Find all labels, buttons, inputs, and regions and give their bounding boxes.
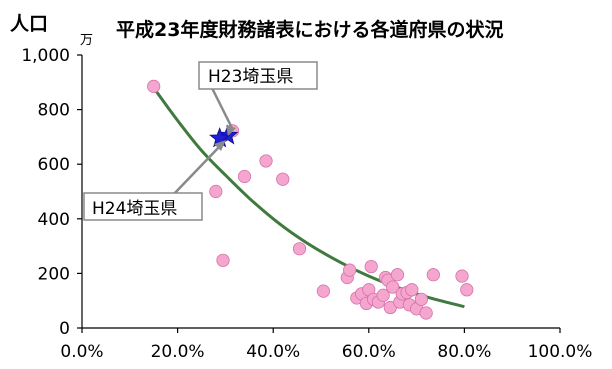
data-point	[147, 79, 161, 93]
y-tick-labels: 0 200 400 600 800 1,000	[21, 46, 70, 339]
data-point	[455, 269, 469, 283]
data-point	[316, 284, 330, 298]
data-point	[364, 259, 378, 274]
data-point	[390, 268, 405, 282]
y-tick-label: 600	[38, 155, 70, 175]
callout-h23-label: H23埼玉県	[208, 67, 293, 87]
callout-h24: H24埼玉県	[83, 140, 226, 221]
callout-h23-leader	[210, 87, 234, 129]
data-point	[376, 288, 390, 302]
callout-h24-label: H24埼玉県	[92, 199, 177, 219]
x-tick-label: 80.0%	[437, 342, 491, 362]
data-point	[414, 292, 428, 306]
x-tick-label: 20.0%	[151, 342, 205, 362]
callout-h23: H23埼玉県	[198, 61, 318, 136]
axes	[77, 54, 561, 333]
callout-h23-box	[198, 61, 318, 90]
y-tick-label: 0	[59, 319, 70, 339]
callout-h24-leader	[171, 145, 221, 197]
data-point	[237, 169, 252, 184]
x-tick-label: 100.0%	[528, 342, 593, 362]
callout-h24-arrowhead	[214, 140, 226, 151]
data-point	[426, 268, 440, 282]
data-point	[343, 263, 357, 277]
y-tick-label: 800	[38, 101, 70, 121]
data-points	[147, 79, 474, 320]
x-tick-label: 0.0%	[60, 342, 103, 362]
y-axis-unit: 万	[80, 33, 93, 48]
callout-h23-arrowhead	[226, 125, 236, 136]
y-tick-label: 1,000	[21, 46, 70, 66]
y-tick-label: 400	[38, 210, 70, 230]
y-tick-label: 200	[38, 264, 70, 284]
x-tick-label: 60.0%	[342, 342, 396, 362]
data-point	[460, 283, 474, 297]
x-tick-label: 40.0%	[246, 342, 300, 362]
data-point	[419, 306, 433, 320]
data-point	[386, 280, 400, 294]
data-point	[259, 154, 273, 168]
data-point	[292, 242, 307, 256]
data-point	[209, 184, 223, 199]
data-point	[216, 253, 230, 267]
callout-h24-box	[83, 192, 203, 221]
chart-title: 平成23年度財務諸表における各道府県の状況	[116, 18, 503, 41]
x-tick-labels: 0.0% 20.0% 40.0% 60.0% 80.0% 100.0%	[60, 342, 592, 362]
data-point	[405, 283, 419, 297]
y-axis-label: 人口	[10, 13, 48, 35]
data-point	[276, 172, 290, 186]
